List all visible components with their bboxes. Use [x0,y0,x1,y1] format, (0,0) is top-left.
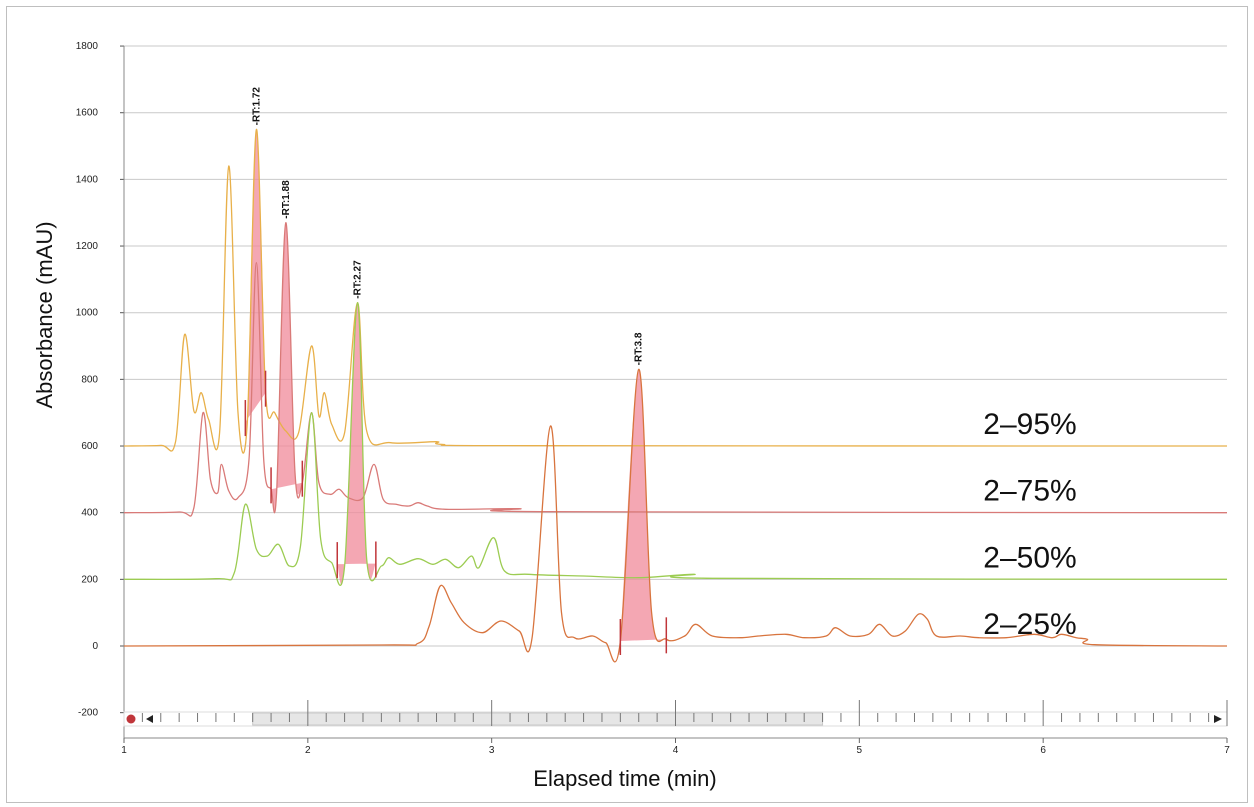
series-line [123,128,1228,454]
y-tick-label: 400 [81,508,98,519]
peak-label: -RT:1.88 [281,180,292,219]
x-tick-label: 1 [121,745,127,756]
peak-marker-layer [244,370,668,656]
y-axis-title: Absorbance (mAU) [32,221,57,408]
y-tick-label: 1200 [76,241,99,252]
series-line [123,368,1228,663]
x-tick-label: 2 [305,745,311,756]
peak-area [271,222,303,512]
series-label: 2–50% [983,541,1076,574]
series-layer [123,128,1228,663]
series-label: 2–25% [983,608,1076,641]
x-axis: 1 2 3 4 5 6 7 [121,737,1230,756]
y-tick-label: 1600 [76,108,99,119]
y-tick-label: -200 [78,708,98,719]
x-tick-label: 6 [1040,745,1046,756]
y-tick-label: 200 [81,574,98,585]
series-label: 2–75% [983,475,1076,508]
label-layer: -RT:1.72 -RT:1.88 -RT:2.27 -RT:3.8 2–95% 2–75… [251,87,1076,641]
x-tick-label: 4 [673,745,679,756]
peak-label: -RT:3.8 [634,332,645,365]
y-tick-label: 1800 [76,41,99,52]
series-line [123,222,1228,517]
scroll-left-icon[interactable] [146,715,153,723]
peak-label: -RT:1.72 [251,87,262,126]
chart-frame [6,6,1248,803]
x-axis-title: Elapsed time (min) [533,766,716,791]
y-axis: -200 0 200 400 600 800 1000 1200 1400 1600 1800 [76,41,125,738]
peak-fill-layer [245,129,667,642]
peak-area [620,369,667,642]
peak-label: -RT:2.27 [352,260,363,299]
peak-area [337,302,376,585]
scroll-right-icon[interactable] [1214,715,1222,723]
scroller-thumb[interactable] [252,712,824,726]
series-line [123,302,1228,586]
y-tick-label: 1400 [76,174,99,185]
y-tick-label: 800 [81,374,98,385]
y-tick-label: 600 [81,441,98,452]
y-tick-label: 0 [92,641,98,652]
range-scroller[interactable] [123,700,1228,727]
x-tick-label: 7 [1224,745,1230,756]
y-tick-label: 1000 [76,308,99,319]
series-label: 2–95% [983,408,1076,441]
record-dot-icon[interactable] [126,714,136,724]
x-tick-label: 3 [489,745,495,756]
x-tick-label: 5 [857,745,863,756]
